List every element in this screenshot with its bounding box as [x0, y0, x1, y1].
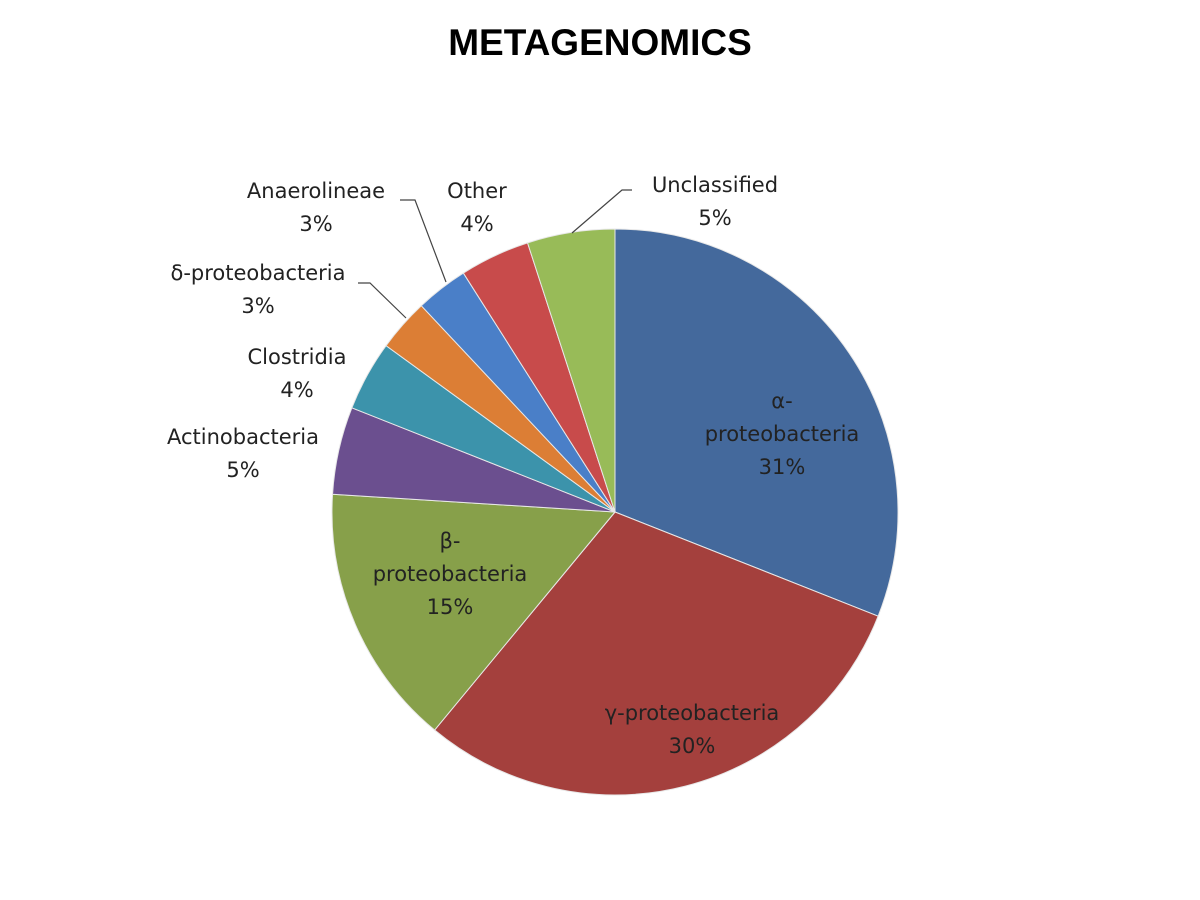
slice-label: Other 4% [447, 179, 507, 236]
slice-label: β-proteobacteria 15% [373, 529, 528, 619]
slice-label-line: 5% [698, 206, 731, 230]
pie-slice [526, 228, 616, 513]
slice-label-line: 30% [669, 734, 716, 758]
slice-label-line: β- [440, 529, 461, 553]
chart-title: METAGENOMICS [448, 22, 752, 63]
leader-line [400, 199, 447, 283]
slice-label-line: Actinobacteria [167, 425, 319, 449]
pie-slice [331, 493, 617, 731]
pie-slice [433, 511, 879, 796]
leader-line [571, 189, 632, 234]
slice-label-line: α- [771, 389, 792, 413]
slice-label: δ-proteobacteria 3% [170, 261, 345, 318]
leader-line [358, 282, 407, 319]
slice-label-line: 31% [759, 455, 806, 479]
slice-label-line: 3% [241, 294, 274, 318]
slice-label-line: 15% [427, 595, 474, 619]
slice-label-line: γ-proteobacteria [605, 701, 780, 725]
slice-label-line: Clostridia [247, 345, 346, 369]
slice-label: Anaerolineae 3% [247, 179, 385, 236]
slice-label-line: Other [447, 179, 507, 203]
slice-label: Unclassified 5% [652, 173, 778, 230]
slice-label-line: 5% [226, 458, 259, 482]
slice-label-line: proteobacteria [373, 562, 528, 586]
slice-label: Actinobacteria 5% [167, 425, 319, 482]
pie-slice [614, 228, 899, 617]
slice-label-line: Anaerolineae [247, 179, 385, 203]
slice-label-line: 3% [299, 212, 332, 236]
slice-label-line: 4% [460, 212, 493, 236]
slice-label: Clostridia 4% [247, 345, 346, 402]
slice-label: γ-proteobacteria 30% [605, 701, 780, 758]
slice-label-line: 4% [280, 378, 313, 402]
slice-label: α-proteobacteria 31% [705, 389, 860, 479]
slice-label-line: Unclassified [652, 173, 778, 197]
slice-label-line: proteobacteria [705, 422, 860, 446]
slice-label-line: δ-proteobacteria [170, 261, 345, 285]
